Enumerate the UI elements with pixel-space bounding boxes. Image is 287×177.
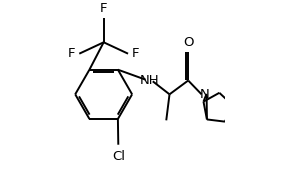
Text: N: N <box>199 88 209 101</box>
Text: F: F <box>100 2 107 15</box>
Text: F: F <box>68 47 75 60</box>
Text: NH: NH <box>139 74 159 87</box>
Text: Cl: Cl <box>112 150 125 163</box>
Text: O: O <box>183 36 193 49</box>
Text: F: F <box>132 47 139 60</box>
